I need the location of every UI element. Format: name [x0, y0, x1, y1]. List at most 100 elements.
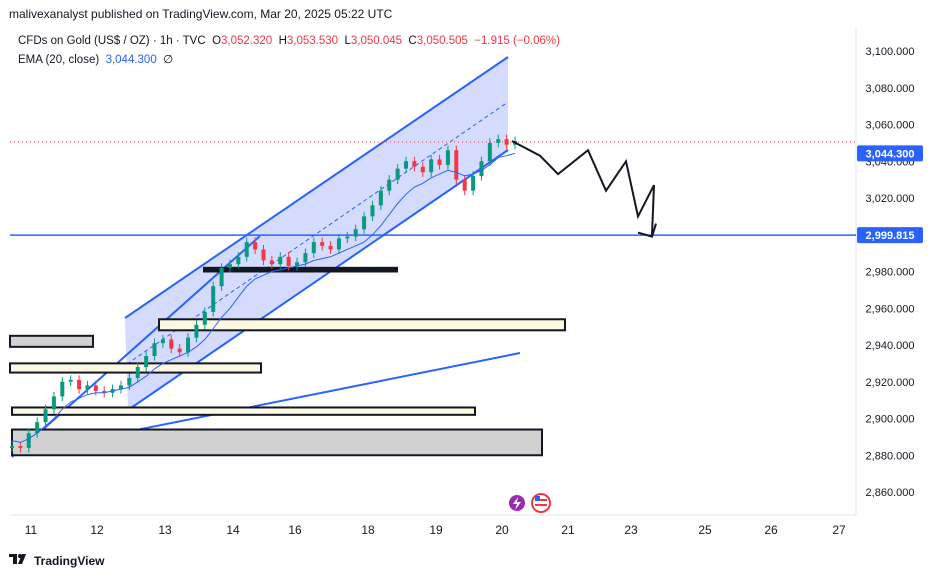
- ema-line: [11, 152, 516, 443]
- y-tick-label: 3,060.000: [866, 120, 915, 132]
- candle-body: [68, 379, 73, 382]
- open-value: 3,052.320: [221, 35, 273, 47]
- candle-body: [311, 242, 316, 254]
- candle-body: [345, 236, 350, 239]
- candle-body: [35, 422, 40, 434]
- x-tick-label: 18: [361, 523, 375, 537]
- projection-tail: [651, 185, 655, 235]
- candle-body: [152, 343, 157, 357]
- candle-body: [60, 381, 65, 397]
- candle-body: [496, 139, 501, 143]
- candle-body: [336, 238, 341, 250]
- x-tick-label: 20: [495, 523, 509, 537]
- candle-body: [244, 242, 249, 257]
- flag-stripe: [535, 499, 547, 501]
- tradingview-logo-icon: [9, 553, 29, 568]
- y-tick-label: 2,980.000: [866, 267, 915, 279]
- candle-body: [118, 385, 123, 390]
- candle-body: [18, 446, 23, 448]
- ema-label[interactable]: EMA (20, close): [18, 54, 100, 66]
- candle-body: [26, 433, 31, 448]
- candle-body: [51, 396, 56, 410]
- x-tick-label: 23: [624, 523, 638, 537]
- x-tick-label: 16: [288, 523, 302, 537]
- candle-body: [353, 229, 358, 237]
- price-label-tag: [857, 227, 923, 244]
- zone-box[interactable]: [203, 266, 398, 273]
- candle-body: [269, 260, 274, 265]
- candle-body: [10, 446, 14, 448]
- close-value: 3,050.505: [416, 35, 468, 47]
- candle-body: [303, 253, 308, 263]
- channel-upper-line[interactable]: [124, 56, 509, 319]
- y-tick-label: 3,020.000: [866, 193, 915, 205]
- candle-body: [102, 390, 107, 393]
- y-tick-label: 3,080.000: [866, 83, 915, 95]
- candle-body: [194, 324, 199, 338]
- candle-body: [370, 205, 375, 217]
- candle-body: [253, 242, 258, 250]
- candle-body: [387, 179, 392, 191]
- candle-body: [412, 161, 417, 167]
- flag-canton: [535, 496, 540, 501]
- price-label-tag: [857, 145, 923, 162]
- candle-body: [437, 159, 442, 165]
- close-label: C: [408, 35, 417, 47]
- projection-path[interactable]: [511, 140, 655, 220]
- brand-name: TradingView: [34, 553, 105, 568]
- candle-body: [202, 311, 207, 325]
- candle-body: [43, 409, 48, 423]
- us-flag-icon[interactable]: [531, 493, 551, 513]
- candle-body: [445, 150, 450, 165]
- zone-box[interactable]: [158, 318, 566, 332]
- candle-body: [462, 179, 467, 191]
- candle-body: [135, 367, 140, 379]
- flag-stripe: [535, 504, 547, 506]
- x-tick-label: 27: [832, 523, 846, 537]
- high-label: H: [278, 35, 287, 47]
- candle-body: [219, 267, 224, 287]
- trendline-steep[interactable]: [11, 235, 261, 458]
- price-label-text: 3,044.300: [866, 148, 915, 160]
- candle-body: [236, 256, 241, 265]
- y-tick-label: 2,940.000: [866, 340, 915, 352]
- zone-box[interactable]: [11, 406, 476, 416]
- price-label-text: 2,999.815: [866, 230, 915, 242]
- candle-body: [487, 142, 492, 162]
- y-tick-label: 2,860.000: [866, 487, 915, 499]
- zone-box[interactable]: [9, 362, 262, 374]
- x-tick-label: 13: [158, 523, 172, 537]
- candle-body: [77, 379, 82, 390]
- footer-brand[interactable]: TradingView: [9, 553, 104, 568]
- open-label: O: [212, 35, 222, 47]
- candle-body: [227, 264, 232, 268]
- candle-body: [378, 190, 383, 206]
- candle-body: [320, 242, 325, 246]
- candle-body: [261, 249, 266, 261]
- symbol-title[interactable]: CFDs on Gold (US$ / OZ) · 1h · TVC: [18, 35, 206, 47]
- symbol-legend: CFDs on Gold (US$ / OZ) · 1h · TVC O3,05…: [18, 35, 560, 47]
- change-value: −1.915 (−0.06%): [474, 35, 560, 47]
- candle-body: [429, 159, 434, 173]
- candle-body: [328, 245, 333, 250]
- candle-body: [177, 348, 182, 353]
- x-tick-label: 25: [698, 523, 712, 537]
- high-value: 3,053.530: [286, 35, 339, 47]
- y-tick-label: 2,920.000: [866, 377, 915, 389]
- candle-body: [286, 256, 291, 266]
- x-tick-label: 11: [25, 523, 38, 537]
- publisher-header: malivexanalyst published on TradingView.…: [9, 7, 393, 21]
- lightning-icon: [513, 497, 521, 510]
- candle-body: [85, 385, 90, 390]
- candle-body: [169, 339, 174, 349]
- y-tick-label: 2,900.000: [866, 414, 915, 426]
- zone-box[interactable]: [9, 334, 94, 348]
- x-tick-label: 14: [226, 523, 240, 537]
- candle-body: [479, 161, 484, 176]
- candle-body: [127, 378, 132, 386]
- y-tick-label: 2,960.000: [866, 303, 915, 315]
- candle-body: [186, 337, 191, 353]
- zone-box[interactable]: [11, 428, 543, 457]
- low-value: 3,050.045: [350, 35, 403, 47]
